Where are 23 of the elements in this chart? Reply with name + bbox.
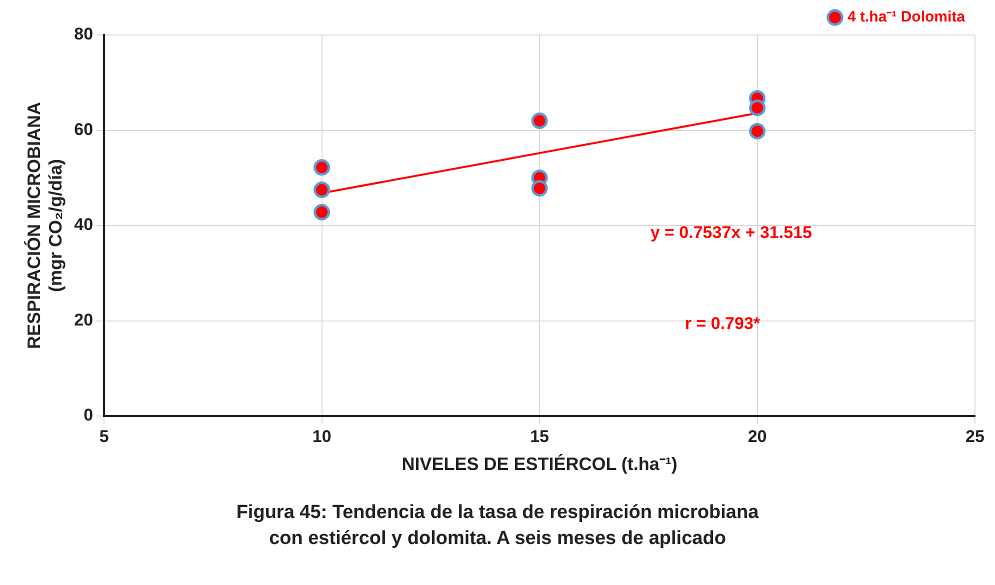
text: Figura 45: Tendencia de la tasa de respiración microbiana con estiércol y dolomita. A seis meses de aplicado bbox=[235, 501, 760, 551]
x-tick-label: 20 bbox=[748, 426, 767, 446]
legend-label: 4 t.ha⁻¹ Dolomita bbox=[847, 8, 966, 26]
y-tick-label: 0 bbox=[84, 406, 94, 425]
point bbox=[749, 100, 766, 116]
annotation: y = 0.7537x + 31.515 bbox=[650, 222, 812, 242]
x-tick-label: 15 bbox=[530, 426, 550, 446]
point bbox=[314, 182, 330, 198]
point bbox=[749, 122, 766, 140]
annotation: r = 0.793* bbox=[684, 314, 760, 334]
x-tick-label: 10 bbox=[312, 426, 332, 446]
y-tick-label: 40 bbox=[74, 215, 94, 234]
y-tick-label: 60 bbox=[74, 120, 94, 139]
y-axis-title: RESPIRACIÓN MICROBIANA (mgr CO₂/g/día) bbox=[24, 102, 66, 350]
point bbox=[531, 112, 548, 129]
point bbox=[314, 159, 330, 176]
point bbox=[531, 180, 548, 197]
x-axis-title: NIVELES DE ESTIÉRCOL (t.ha⁻¹) bbox=[402, 454, 678, 474]
y-tick-label: 80 bbox=[74, 24, 94, 44]
x-tick-label: 25 bbox=[966, 426, 984, 446]
x-tick-label: 5 bbox=[99, 426, 109, 446]
y-tick-label: 20 bbox=[74, 310, 94, 330]
point bbox=[314, 204, 330, 220]
